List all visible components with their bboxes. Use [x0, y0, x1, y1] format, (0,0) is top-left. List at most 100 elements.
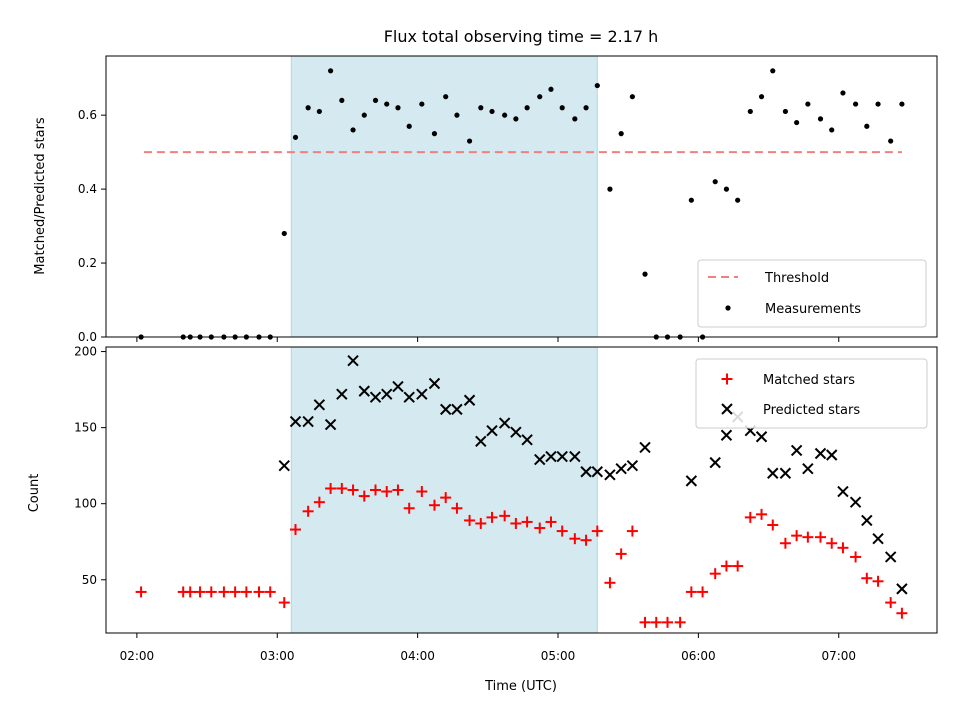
predicted-star-point-b [510, 426, 522, 438]
measurement-point [723, 186, 730, 192]
predicted-star-point [381, 388, 393, 400]
predicted-star-point [403, 391, 415, 403]
matched-star-point [290, 524, 302, 536]
measurement-point [327, 68, 334, 74]
matched-star-point [896, 607, 908, 619]
measurement-point [770, 68, 776, 74]
bottom-x-tick-label: 04:00 [400, 649, 435, 663]
predicted-star-point [615, 462, 627, 475]
predicted-star-point-b [837, 485, 849, 498]
bottom-x-tick-label: 02:00 [120, 649, 155, 663]
legend-predicted-swatch [721, 403, 733, 415]
measurement-point [305, 105, 311, 111]
matched-star-point [639, 616, 651, 628]
bottom-plot-border [105, 346, 938, 634]
predicted-star-point [556, 450, 568, 463]
measurement-point [489, 108, 495, 115]
bottom-x-tick-label: 06:00 [681, 649, 716, 663]
measurement-point [281, 230, 287, 237]
top-y-axis-label: Matched/Predicted stars [33, 117, 48, 275]
predicted-star-point-b [755, 431, 768, 443]
matched-star-point [486, 511, 498, 523]
measurement-point [372, 97, 379, 103]
predicted-star-point [289, 415, 302, 428]
bottom-legend-box [695, 358, 928, 429]
predicted-star-point [475, 435, 487, 448]
predicted-star-point [639, 441, 651, 454]
bottom-x-tick-label: 03:00 [260, 649, 295, 663]
matched-star-point [475, 517, 487, 529]
measurement-point [478, 105, 484, 111]
measurement-point [384, 101, 390, 107]
predicted-star-point-b [790, 444, 803, 457]
measurement-point [559, 105, 565, 111]
matched-star-point [591, 525, 603, 537]
predicted-star-point-b [720, 429, 733, 441]
matched-star-point [194, 586, 206, 598]
predicted-star-point-b [896, 583, 908, 595]
matched-star-point [580, 534, 592, 546]
bottom-y-tick-label: 100 [74, 497, 97, 511]
matched-star-point [392, 484, 404, 496]
predicted-star-point-b [884, 551, 897, 563]
measurement-point [361, 112, 367, 118]
measurement-point [339, 97, 345, 103]
matched-star-point [826, 537, 838, 549]
matched-star-point [325, 482, 337, 494]
predicted-star-point [709, 456, 721, 469]
legend-measurements-label: Measurements [765, 302, 861, 317]
predicted-star-point-b [591, 466, 604, 478]
predicted-star-point-b [475, 435, 487, 448]
predicted-star-point-b [347, 354, 359, 367]
measurement-point [629, 94, 635, 100]
predicted-star-point-b [802, 462, 814, 475]
predicted-star-point-b [486, 424, 498, 437]
matched-star-point [302, 505, 314, 517]
predicted-star-point [849, 496, 862, 508]
predicted-star-point-b [685, 475, 698, 487]
bottom-y-tick-label: 50 [82, 573, 97, 587]
matched-star-point [626, 525, 638, 537]
predicted-star-point-b [814, 447, 827, 460]
legend-measurements-swatch [725, 305, 731, 311]
measurement-point [395, 105, 401, 111]
predicted-star-point-b [872, 532, 884, 545]
matched-star-point [403, 502, 415, 514]
predicted-star-point [451, 403, 463, 416]
predicted-star-point-b [403, 391, 415, 403]
matched-star-point [370, 484, 382, 496]
matched-star-point [240, 586, 252, 598]
predicted-star-point [392, 380, 404, 393]
matched-star-point [720, 560, 732, 572]
predicted-star-point-b [392, 380, 404, 393]
predicted-star-point-b [289, 415, 302, 428]
matched-star-point [685, 586, 697, 598]
predicted-star-point [302, 415, 314, 428]
predicted-star-point [814, 447, 827, 460]
matched-star-point [661, 616, 673, 628]
measurement-point [817, 116, 824, 122]
predicted-star-point-b [439, 403, 452, 416]
predicted-star-point-b [498, 417, 511, 429]
matched-star-point [440, 492, 452, 504]
bottom-x-tick-label: 05:00 [541, 649, 576, 663]
top-y-tick-label: 0.2 [78, 256, 97, 270]
matched-star-point [791, 530, 803, 542]
predicted-star-point [720, 429, 733, 441]
predicted-star-point [626, 459, 639, 472]
matched-star-point [872, 575, 884, 587]
predicted-star-point-b [604, 469, 616, 481]
predicted-star-point [416, 388, 428, 400]
bottom-panel: 50 100 150 200 02:00 03:00 04:00 05:00 06:00 07:0… [74, 345, 938, 663]
top-legend-box [697, 259, 927, 328]
predicted-star-point-b [463, 394, 476, 406]
measurement-point [840, 90, 846, 96]
predicted-star-point [439, 403, 452, 416]
matched-star-point [650, 616, 662, 628]
matched-star-point [358, 490, 370, 502]
bottom-y-axis-label: Count [27, 474, 42, 513]
predicted-star-point-b [416, 388, 428, 400]
measurement-point [805, 101, 811, 107]
predicted-star-point-b [779, 467, 792, 479]
predicted-star-point [463, 394, 476, 406]
